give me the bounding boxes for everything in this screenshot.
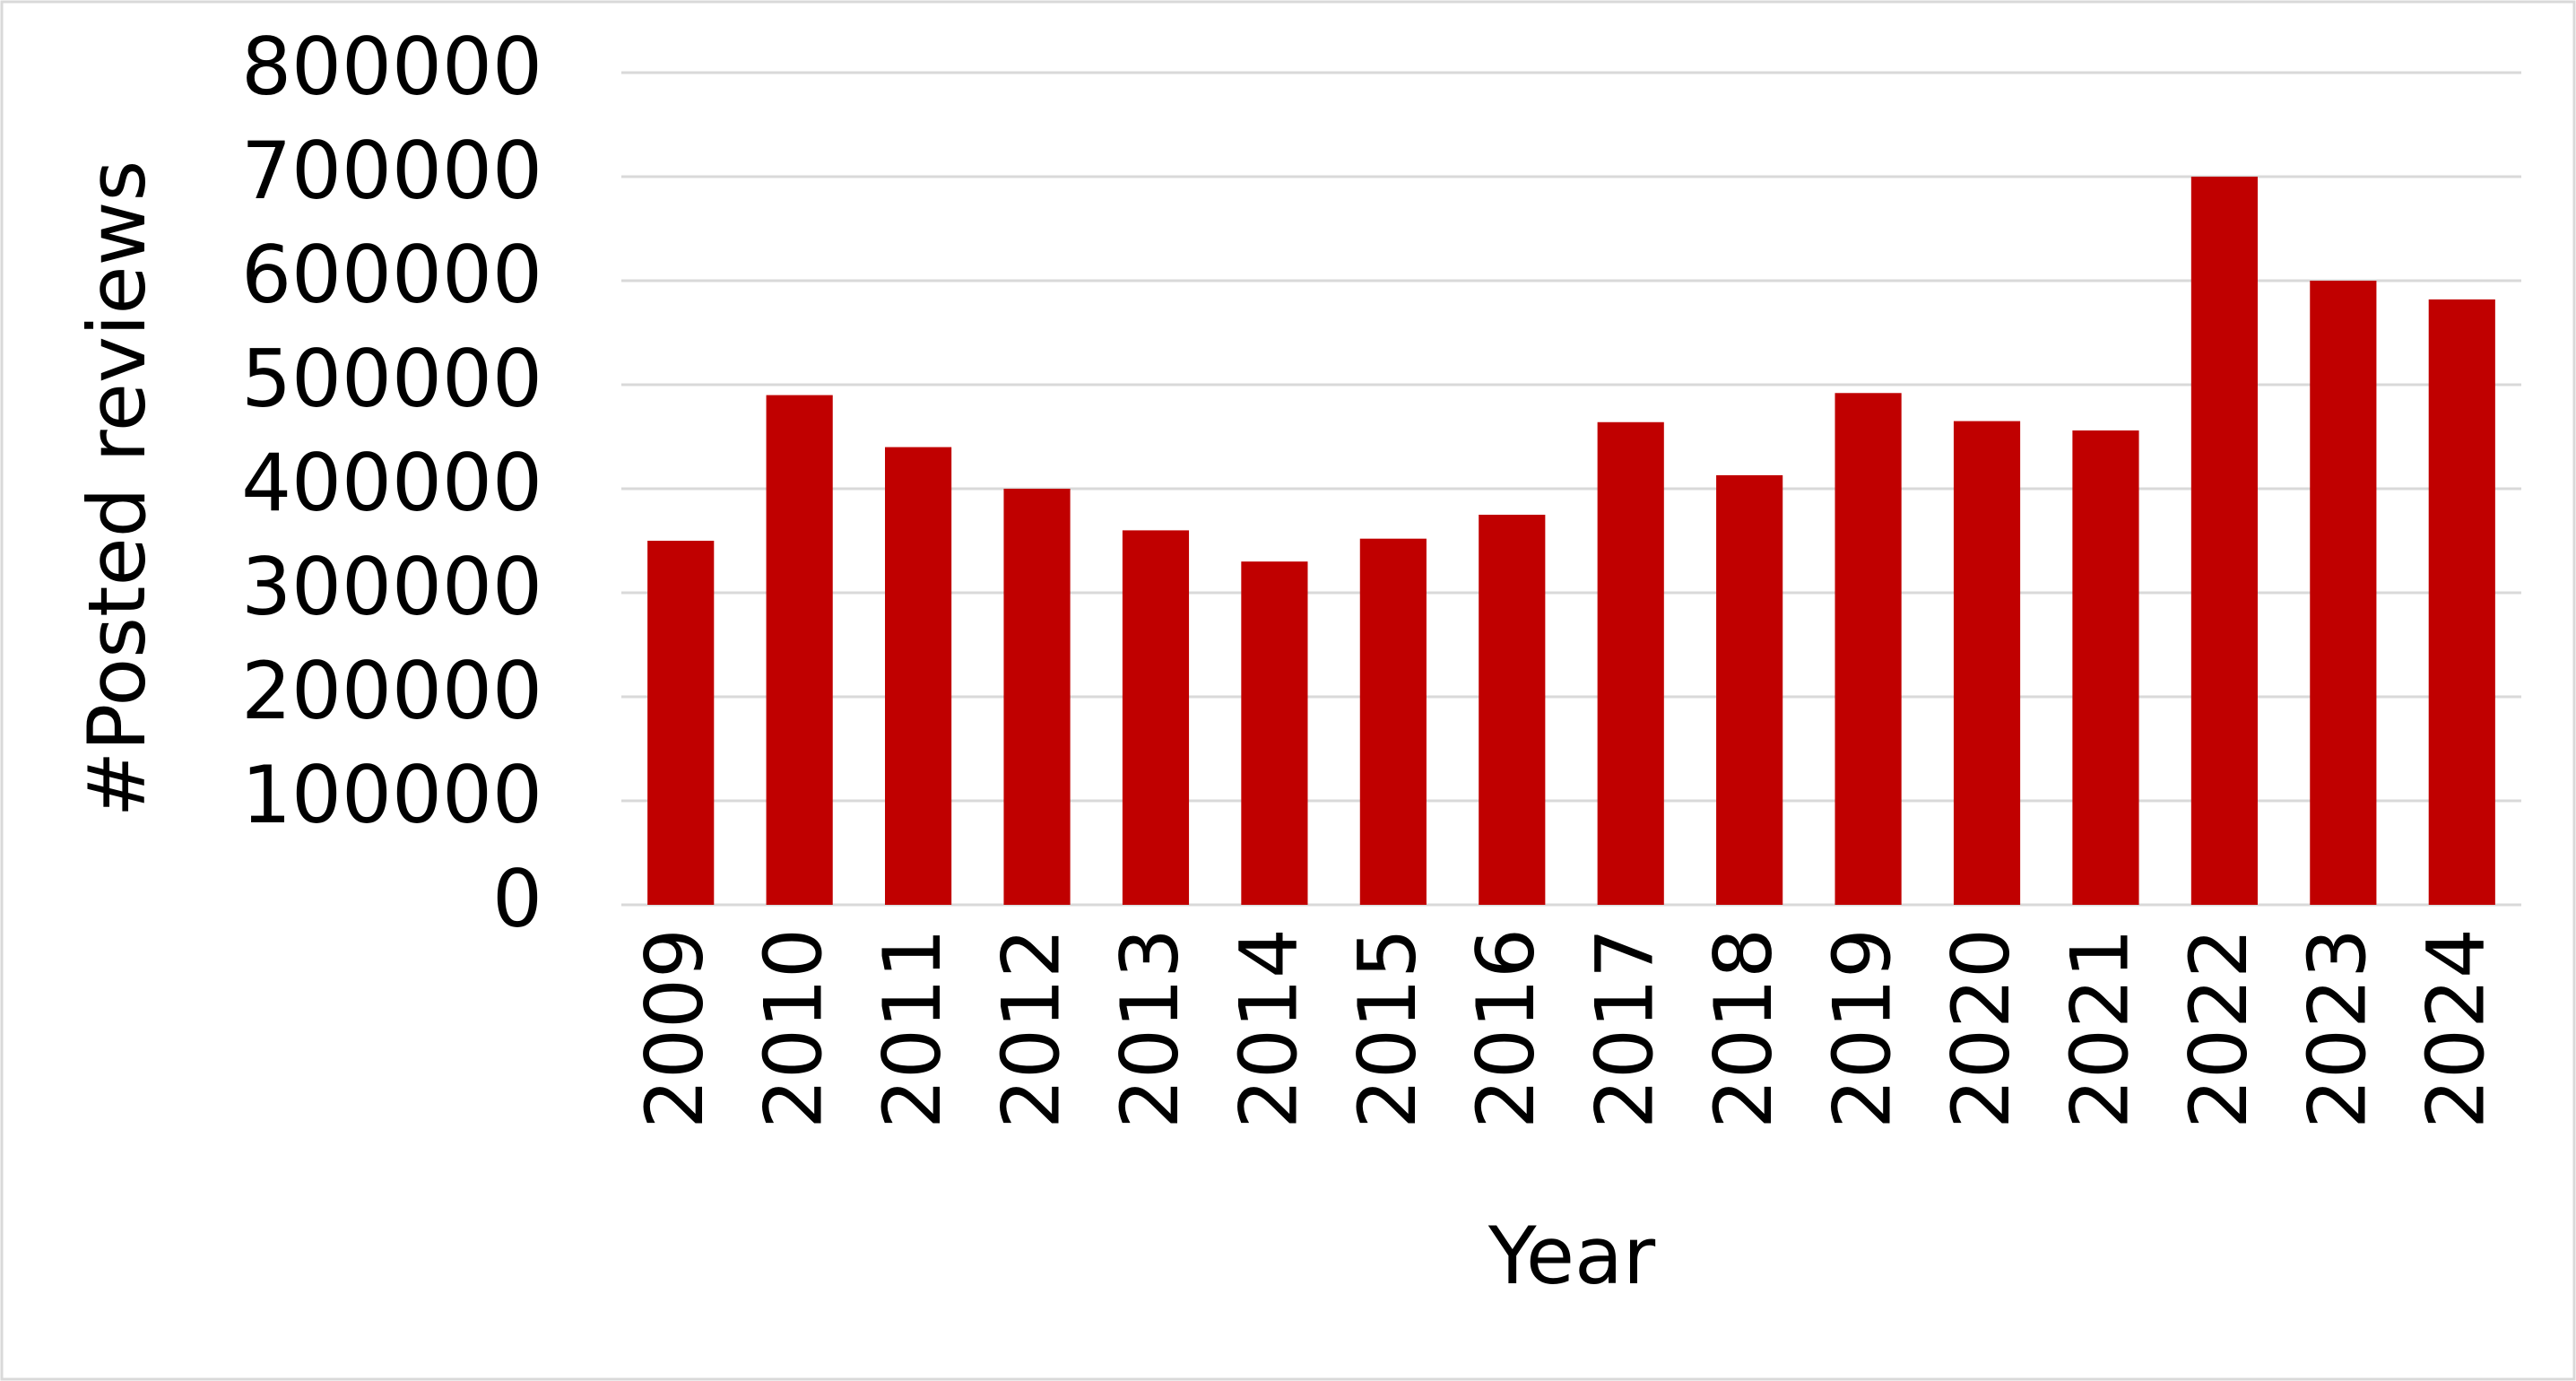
bar	[1241, 561, 1308, 905]
bar	[1359, 538, 1427, 905]
x-tick-label: 2013	[1104, 928, 1196, 1129]
x-tick-label: 2020	[1935, 928, 2027, 1129]
x-tick-label: 2011	[866, 928, 958, 1129]
bar	[1597, 421, 1664, 905]
y-tick-label: 100000	[241, 749, 542, 841]
y-tick-label: 400000	[241, 437, 542, 529]
y-tick-label: 600000	[241, 229, 542, 321]
bar	[766, 395, 833, 906]
x-tick-label: 2019	[1817, 928, 1909, 1129]
bar	[1122, 530, 1190, 905]
x-tick-label: 2015	[1341, 928, 1434, 1129]
x-tick-label: 2021	[2053, 928, 2146, 1129]
x-tick-label: 2023	[2291, 928, 2383, 1129]
x-tick-label: 2017	[1579, 928, 1671, 1129]
x-axis-title: Year	[1487, 1210, 1656, 1302]
bar	[2310, 281, 2377, 905]
x-tick-label: 2022	[2173, 928, 2265, 1129]
x-tick-label: 2016	[1460, 928, 1552, 1129]
y-tick-label: 500000	[241, 333, 542, 425]
y-tick-label: 200000	[241, 645, 542, 737]
x-tick-label: 2024	[2410, 928, 2502, 1129]
y-tick-label: 700000	[241, 125, 542, 217]
x-tick-label: 2014	[1222, 928, 1314, 1129]
bar	[885, 447, 952, 905]
bar	[1834, 393, 1902, 905]
x-tick-label: 2012	[984, 928, 1077, 1129]
y-tick-label: 300000	[241, 541, 542, 633]
bar	[2428, 299, 2495, 905]
bar	[1953, 421, 2021, 906]
bar	[2072, 430, 2139, 905]
bar	[1479, 515, 1546, 905]
x-tick-label: 2018	[1697, 928, 1790, 1129]
y-tick-label: 800000	[241, 21, 542, 113]
y-tick-label: 0	[492, 853, 542, 945]
bar	[647, 541, 715, 905]
x-tick-label: 2009	[629, 928, 721, 1129]
bar	[1003, 489, 1071, 905]
y-axis-title: #Posted reviews	[71, 161, 163, 818]
x-tick-label: 2010	[748, 928, 840, 1129]
bar	[2190, 177, 2258, 905]
bar	[1716, 474, 1783, 905]
